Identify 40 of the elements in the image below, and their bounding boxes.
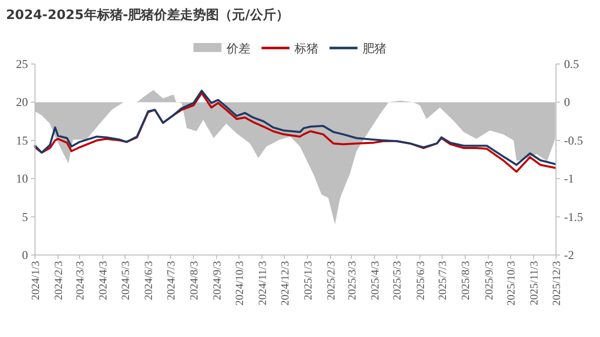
legend-label: 肥猪 (362, 42, 386, 56)
x-tick-label: 2024/11/3 (257, 260, 270, 306)
x-tick-label: 2025/12/3 (551, 260, 563, 306)
y2-tick-label: -1.5 (564, 210, 583, 224)
x-tick-label: 2025/6/3 (414, 260, 427, 300)
x-tick-label: 2024/9/3 (212, 260, 224, 300)
x-tick-label: 2025/7/3 (437, 260, 450, 300)
x-tick-label: 2025/2/3 (325, 260, 338, 300)
legend-label: 标猪 (294, 42, 318, 56)
x-tick-label: 2025/5/3 (392, 260, 404, 300)
y-tick-label: 25 (16, 57, 28, 71)
x-tick-label: 2024/6/3 (143, 260, 156, 300)
x-tick-label: 2024/7/3 (165, 260, 178, 300)
x-tick-label: 2025/10/3 (506, 260, 518, 306)
x-tick-label: 2024/10/3 (234, 260, 246, 306)
x-tick-label: 2024/4/3 (98, 260, 110, 300)
x-tick-label: 2024/5/3 (120, 260, 132, 300)
y-tick-label: 10 (16, 172, 28, 186)
legend-label: 价差 (226, 42, 250, 56)
y2-tick-label: -2 (564, 248, 574, 262)
x-tick-label: 2025/4/3 (369, 260, 382, 300)
x-tick-label: 2024/1/3 (30, 260, 42, 300)
x-tick-label: 2025/1/3 (302, 260, 314, 300)
x-tick-label: 2025/11/3 (528, 260, 541, 306)
y2-tick-label: -1 (564, 172, 574, 186)
y-tick-label: 20 (16, 95, 28, 110)
x-tick-label: 2025/9/3 (483, 260, 496, 300)
x-tick-label: 2025/8/3 (460, 260, 472, 300)
y-tick-label: 5 (22, 210, 28, 224)
y-tick-label: 0 (22, 248, 28, 262)
x-tick-label: 2024/8/3 (188, 260, 201, 300)
x-tick-label: 2024/2/3 (53, 260, 66, 300)
y2-tick-label: 0 (564, 95, 570, 110)
x-tick-label: 2024/12/3 (279, 260, 292, 306)
y2-tick-label: -0.5 (564, 133, 583, 148)
y2-tick-label: 0.5 (564, 57, 579, 71)
x-tick-label: 2024/3/3 (74, 260, 87, 300)
chart-title: 2024-2025年标猪-肥猪价差走势图（元/公斤） (6, 7, 289, 23)
y-tick-label: 15 (16, 133, 28, 148)
x-tick-label: 2025/3/3 (346, 260, 358, 300)
